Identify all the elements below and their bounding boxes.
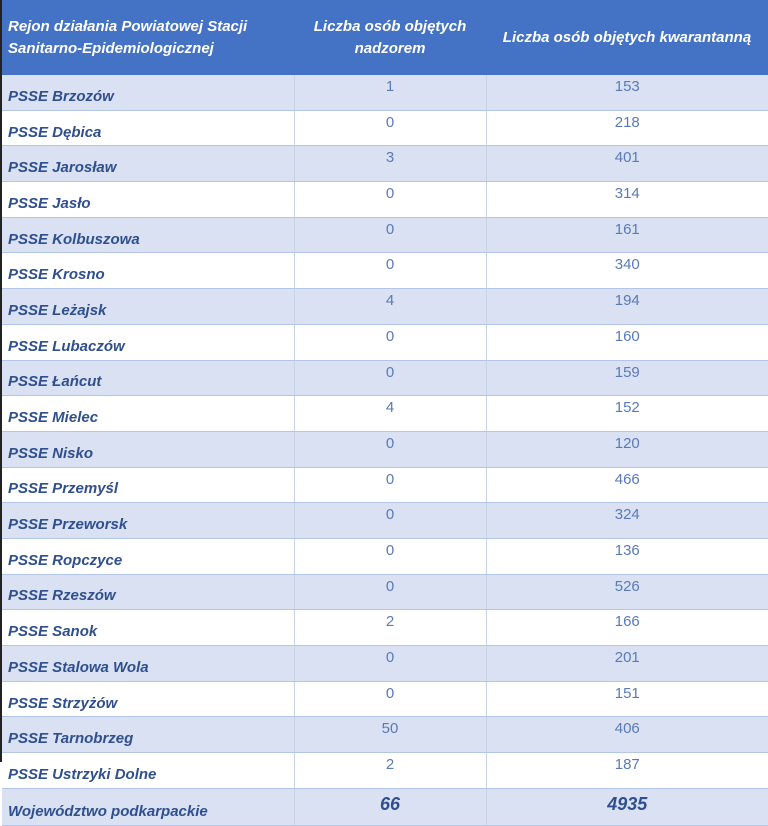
region-cell: PSSE Rzeszów	[2, 574, 294, 611]
quarantine-cell: 160	[485, 324, 768, 361]
table-row: PSSE Łańcut 0 159	[2, 360, 768, 397]
table-row: PSSE Tarnobrzeg 50 406	[2, 716, 768, 754]
supervision-cell: 4	[293, 288, 486, 325]
quarantine-cell: 201	[485, 645, 768, 682]
region-cell: PSSE Mielec	[2, 395, 294, 432]
quarantine-cell: 151	[485, 681, 768, 718]
header-supervision: Liczba osób objętych nadzorem	[294, 0, 486, 75]
table-row: PSSE Przeworsk 0 324	[2, 502, 768, 539]
supervision-cell: 0	[293, 217, 486, 254]
supervision-cell: 0	[293, 467, 486, 504]
region-cell: PSSE Leżajsk	[2, 288, 294, 325]
region-cell: PSSE Lubaczów	[2, 324, 294, 361]
header-region: Rejon działania Powiatowej Stacji Sanita…	[2, 0, 294, 75]
quarantine-cell: 4935	[485, 788, 768, 826]
region-cell: PSSE Ustrzyki Dolne	[2, 752, 294, 789]
table-row: PSSE Strzyżów 0 151	[2, 681, 768, 718]
supervision-cell: 0	[293, 645, 486, 682]
quarantine-cell: 166	[485, 609, 768, 646]
region-cell: Województwo podkarpackie	[2, 788, 294, 826]
table-row: PSSE Nisko 0 120	[2, 431, 768, 468]
header-row: Rejon działania Powiatowej Stacji Sanita…	[2, 0, 768, 75]
table-row: PSSE Sanok 2 166	[2, 609, 768, 646]
total-row: Województwo podkarpackie 66 4935	[2, 788, 768, 826]
quarantine-cell: 466	[485, 467, 768, 504]
supervision-cell: 0	[293, 181, 486, 218]
table-row: PSSE Ropczyce 0 136	[2, 538, 768, 575]
table-row: PSSE Lubaczów 0 160	[2, 324, 768, 361]
quarantine-cell: 406	[485, 716, 768, 754]
region-cell: PSSE Jarosław	[2, 145, 294, 183]
quarantine-cell: 324	[485, 502, 768, 539]
table-row: PSSE Ustrzyki Dolne 2 187	[2, 752, 768, 789]
quarantine-cell: 120	[485, 431, 768, 468]
table-row: PSSE Kolbuszowa 0 161	[2, 217, 768, 254]
supervision-cell: 0	[293, 574, 486, 611]
region-cell: PSSE Łańcut	[2, 360, 294, 397]
quarantine-cell: 161	[485, 217, 768, 254]
table-row: PSSE Jarosław 3 401	[2, 145, 768, 183]
supervision-cell: 0	[293, 502, 486, 539]
table-row: PSSE Brzozów 1 153	[2, 75, 768, 111]
quarantine-cell: 526	[485, 574, 768, 611]
quarantine-cell: 136	[485, 538, 768, 575]
supervision-cell: 1	[293, 75, 486, 111]
region-cell: PSSE Brzozów	[2, 75, 294, 111]
table-row: PSSE Stalowa Wola 0 201	[2, 645, 768, 682]
header-quarantine: Liczba osób objętych kwarantanną	[486, 0, 768, 75]
supervision-cell: 0	[293, 252, 486, 290]
table-row: PSSE Przemyśl 0 466	[2, 467, 768, 504]
table-row: PSSE Dębica 0 218	[2, 110, 768, 147]
quarantine-cell: 153	[485, 75, 768, 111]
supervision-cell: 0	[293, 360, 486, 397]
quarantine-cell: 314	[485, 181, 768, 218]
region-cell: PSSE Tarnobrzeg	[2, 716, 294, 754]
region-cell: PSSE Jasło	[2, 181, 294, 218]
supervision-cell: 3	[293, 145, 486, 183]
quarantine-cell: 152	[485, 395, 768, 432]
supervision-cell: 0	[293, 431, 486, 468]
supervision-cell: 50	[293, 716, 486, 754]
region-cell: PSSE Dębica	[2, 110, 294, 147]
quarantine-cell: 401	[485, 145, 768, 183]
supervision-cell: 66	[293, 788, 486, 826]
region-cell: PSSE Przeworsk	[2, 502, 294, 539]
table-row: PSSE Leżajsk 4 194	[2, 288, 768, 325]
supervision-cell: 0	[293, 538, 486, 575]
table-row: PSSE Krosno 0 340	[2, 252, 768, 290]
table-row: PSSE Mielec 4 152	[2, 395, 768, 432]
region-cell: PSSE Ropczyce	[2, 538, 294, 575]
supervision-cell: 0	[293, 110, 486, 147]
quarantine-cell: 340	[485, 252, 768, 290]
quarantine-cell: 159	[485, 360, 768, 397]
region-cell: PSSE Sanok	[2, 609, 294, 646]
region-cell: PSSE Stalowa Wola	[2, 645, 294, 682]
table-row: PSSE Jasło 0 314	[2, 181, 768, 218]
quarantine-cell: 218	[485, 110, 768, 147]
region-cell: PSSE Nisko	[2, 431, 294, 468]
region-cell: PSSE Krosno	[2, 252, 294, 290]
quarantine-cell: 187	[485, 752, 768, 789]
quarantine-cell: 194	[485, 288, 768, 325]
supervision-cell: 0	[293, 324, 486, 361]
region-cell: PSSE Strzyżów	[2, 681, 294, 718]
region-cell: PSSE Przemyśl	[2, 467, 294, 504]
supervision-cell: 2	[293, 609, 486, 646]
table-row: PSSE Rzeszów 0 526	[2, 574, 768, 611]
region-cell: PSSE Kolbuszowa	[2, 217, 294, 254]
supervision-cell: 4	[293, 395, 486, 432]
supervision-cell: 0	[293, 681, 486, 718]
supervision-cell: 2	[293, 752, 486, 789]
